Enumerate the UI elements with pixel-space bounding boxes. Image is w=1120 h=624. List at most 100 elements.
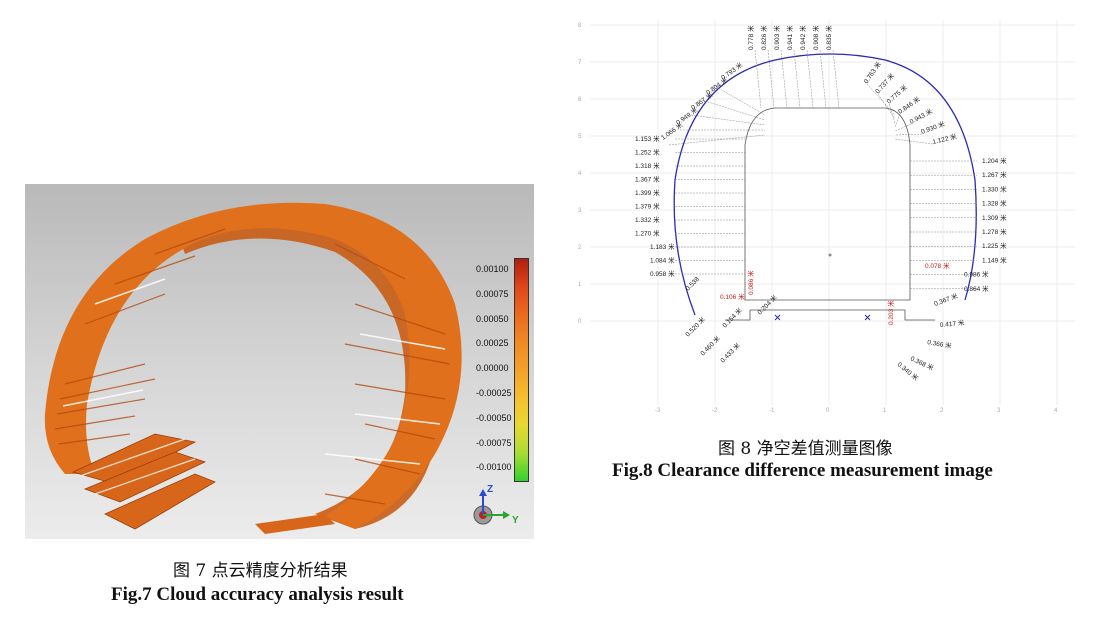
highlight-label: 0.203 米 xyxy=(886,300,895,325)
highlight-label: 0.106 米 xyxy=(720,292,745,301)
measurement-label: 1.153 米 xyxy=(635,134,660,143)
leader-line xyxy=(712,84,766,116)
clearance-diagram: 8 7 6 5 4 3 2 1 0 -3 -2 -1 0 1 2 3 4 0.778 米 0.826 米 0.903 … xyxy=(575,10,1085,430)
measurement-label: 0.941 米 xyxy=(785,25,794,50)
leader-line xyxy=(668,134,766,146)
measurement-label: 1.122 米 xyxy=(931,132,957,146)
color-scale-label: 0.00050 xyxy=(476,313,509,324)
color-scale-label: 0.00000 xyxy=(476,363,509,374)
measurement-label: 0.942 米 xyxy=(798,25,807,50)
x-tick-label: 3 xyxy=(997,408,1001,414)
track-bed-outline xyxy=(725,309,935,321)
measurement-label: 0.460 米 xyxy=(698,333,722,357)
measurement-label: 1.328 米 xyxy=(982,199,1007,208)
leader-line xyxy=(894,138,934,145)
measurement-label: 0.778 米 xyxy=(746,25,755,50)
center-point xyxy=(828,253,832,257)
tunnel-point-cloud xyxy=(44,202,462,534)
leader-line xyxy=(701,99,766,121)
color-scale-label: -0.00100 xyxy=(476,462,512,473)
measurement-label: 1.252 米 xyxy=(635,148,660,157)
leader-line xyxy=(888,103,896,124)
y-tick-label: 1 xyxy=(578,282,582,288)
highlight-label: 0.086 米 xyxy=(746,270,755,295)
measurement-label: 1.270 米 xyxy=(635,229,660,238)
leader-line xyxy=(819,49,827,109)
measurement-label: 1.399 米 xyxy=(635,188,660,197)
axis-y-label: Y xyxy=(512,515,519,526)
measurement-label: 1.267 米 xyxy=(982,170,1007,179)
y-tick-label: 8 xyxy=(578,23,582,29)
measurement-label: 1.379 米 xyxy=(635,202,660,211)
leader-line xyxy=(894,113,901,128)
measurement-label: 1.183 米 xyxy=(650,242,675,251)
leader-line xyxy=(866,83,896,116)
measurement-label: 1.367 米 xyxy=(635,175,660,184)
measurement-label: 1.330 米 xyxy=(982,184,1007,193)
x-tick-label: 4 xyxy=(1054,408,1058,414)
measurement-label: 0.986 米 xyxy=(964,270,989,279)
measurement-label: 1.225 米 xyxy=(982,241,1007,250)
measurement-label: 0.737 米 xyxy=(873,71,896,96)
measurement-label: 1.149 米 xyxy=(982,255,1007,264)
measurement-label: 1.332 米 xyxy=(635,215,660,224)
measurement-label: 0.775 米 xyxy=(884,82,909,105)
highlight-label: 0.078 米 xyxy=(925,261,950,270)
leader-line xyxy=(894,133,923,136)
measurement-label: 0.763 米 xyxy=(861,59,883,85)
clearance-gauge-outline xyxy=(744,107,911,301)
y-tick-label: 2 xyxy=(578,245,582,251)
fig7-caption-cn: 图 7 点云精度分析结果 xyxy=(173,561,348,581)
measurement-label: 0.367 米 xyxy=(933,291,960,308)
clearance-plot: 8 7 6 5 4 3 2 1 0 -3 -2 -1 0 1 2 3 4 0.778 米 0.826 米 0.903 … xyxy=(578,20,1075,414)
y-tick-label: 5 xyxy=(578,134,582,140)
measurement-label: 0.943 米 xyxy=(908,106,934,125)
x-tick-label: -1 xyxy=(769,408,775,414)
tunnel-outer-contour xyxy=(673,53,977,316)
color-scale-label: -0.00050 xyxy=(476,412,512,423)
x-tick-label: 1 xyxy=(883,408,887,414)
color-scale-label: -0.00025 xyxy=(476,388,512,398)
measurement-label: 0.520 米 xyxy=(683,314,707,338)
measurement-label: 0.204 米 xyxy=(755,292,779,316)
measurement-label: 0.366 米 xyxy=(927,337,953,350)
x-tick-label: 2 xyxy=(940,408,944,414)
measurement-label: 1.084 米 xyxy=(650,256,675,265)
measurement-label: 0.835 米 xyxy=(824,25,833,50)
fig8-caption-cn: 图 8 净空差值测量图像 xyxy=(718,439,893,459)
fig7-caption-en: Fig.7 Cloud accuracy analysis result xyxy=(111,584,404,605)
x-tick-label: -3 xyxy=(655,408,661,414)
measurement-label: 1.204 米 xyxy=(982,156,1007,165)
measurement-label: 0.368 米 xyxy=(909,354,936,373)
y-tick-label: 3 xyxy=(578,208,582,214)
leader-line xyxy=(690,114,766,126)
measurement-label: 0.846 米 xyxy=(896,94,922,115)
measurement-label: 1.318 米 xyxy=(635,161,660,170)
measurement-label: 1.309 米 xyxy=(982,213,1007,222)
fig8-caption-en: Fig.8 Clearance difference measurement i… xyxy=(612,460,993,481)
measurement-label: 0.826 米 xyxy=(759,25,768,50)
leader-line xyxy=(877,93,896,120)
leader-line xyxy=(767,49,775,109)
color-scale-label: 0.00025 xyxy=(476,338,509,349)
color-scale-label: -0.00075 xyxy=(476,437,512,448)
measurement-label: 1.278 米 xyxy=(982,227,1007,236)
measurement-label: 0.154 米 xyxy=(720,305,744,329)
y-tick-label: 7 xyxy=(578,60,582,66)
measurement-label: 0.433 米 xyxy=(718,340,742,364)
rail-mark xyxy=(864,314,871,321)
measurement-label: 0.930 米 xyxy=(920,119,947,136)
measurement-label: 0.864 米 xyxy=(964,284,989,293)
measurement-label: 1.066 米 xyxy=(659,120,685,142)
leader-line xyxy=(894,123,912,132)
axis-z-label: Z xyxy=(487,484,494,495)
color-scale-label: 0.00075 xyxy=(476,288,509,299)
measurement-label: 0.417 米 xyxy=(939,318,965,329)
color-scale-label: 0.00100 xyxy=(476,264,509,274)
y-tick-label: 4 xyxy=(578,171,582,177)
leader-line xyxy=(793,49,801,109)
y-tick-label: 6 xyxy=(578,97,582,103)
rail-mark xyxy=(774,314,781,321)
leader-line xyxy=(780,49,788,109)
point-cloud-render: 0.00100 0.00075 0.00050 0.00025 0.00000 -0.00… xyxy=(25,184,534,539)
